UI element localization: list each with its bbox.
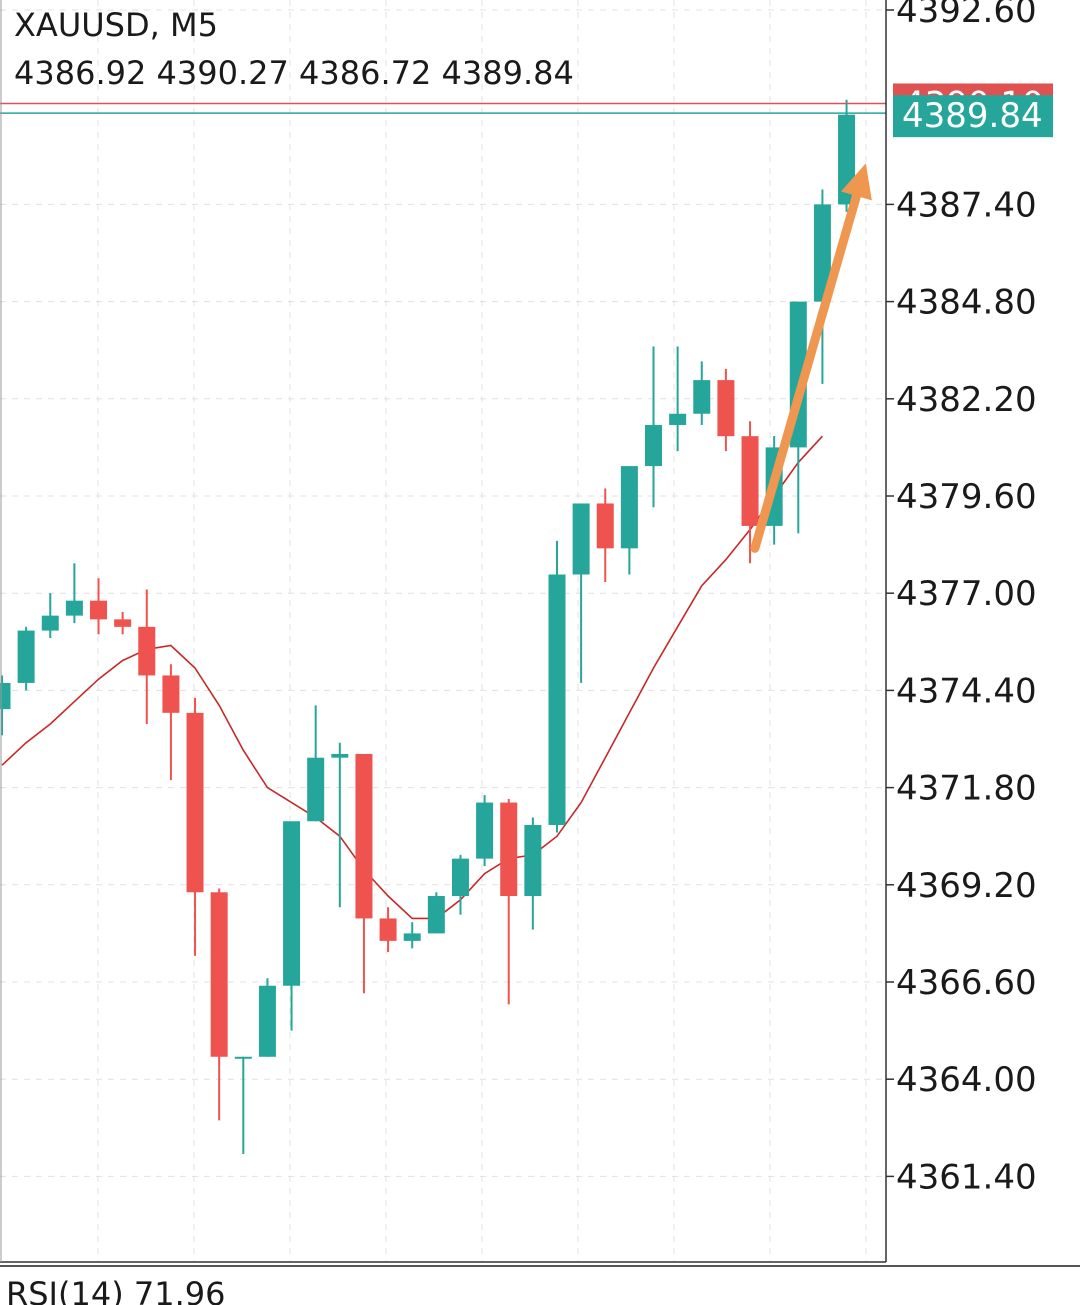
candle xyxy=(427,892,445,934)
candle-body xyxy=(65,600,83,616)
current-price-tag-label: 4389.84 xyxy=(902,96,1043,136)
y-tick-label: 4384.80 xyxy=(896,283,1037,323)
candle-body xyxy=(572,503,590,575)
candle xyxy=(90,578,108,635)
candle-body xyxy=(717,380,735,437)
candle xyxy=(693,361,711,425)
y-tick-label: 4377.00 xyxy=(896,574,1037,614)
y-tick-label: 4371.80 xyxy=(896,769,1037,809)
candle-body xyxy=(90,600,108,620)
candle xyxy=(379,907,397,953)
candle xyxy=(355,753,373,994)
candle xyxy=(596,488,614,582)
candle xyxy=(0,675,11,736)
candle xyxy=(548,540,566,833)
candle-body xyxy=(813,204,831,302)
y-tick-label: 4387.40 xyxy=(896,185,1037,225)
y-tick-label: 4366.60 xyxy=(896,963,1037,1003)
candle xyxy=(162,664,180,781)
current-price-tag xyxy=(893,95,1053,138)
candle xyxy=(65,563,83,624)
candle-body xyxy=(427,896,445,934)
candle xyxy=(813,189,831,384)
trend-arrow-shaft xyxy=(750,191,861,553)
candle-body xyxy=(210,892,228,1057)
rsi-indicator-label: RSI(14) 71.96 xyxy=(6,1275,225,1305)
candle xyxy=(234,1056,252,1154)
y-tick-label: 4364.00 xyxy=(896,1060,1037,1100)
candle-body xyxy=(186,712,204,893)
candle xyxy=(741,421,759,564)
candle xyxy=(258,978,276,1057)
candle-body xyxy=(283,821,301,986)
candle-body xyxy=(379,918,397,941)
candle xyxy=(476,795,494,867)
candle-body xyxy=(548,574,566,825)
ohlc-values-label: 4386.92 4390.27 4386.72 4389.84 xyxy=(14,54,574,92)
candle-body xyxy=(451,858,469,897)
y-tick-label: 4361.40 xyxy=(896,1157,1037,1197)
candle-body xyxy=(114,619,132,627)
candle xyxy=(717,368,735,452)
price-lines-layer xyxy=(0,102,886,114)
candle-body xyxy=(258,985,276,1057)
symbol-timeframe-label: XAUUSD, M5 xyxy=(14,6,218,44)
candle-body xyxy=(669,413,687,425)
candle-body xyxy=(162,675,180,713)
price-axis: 4392.60 4387.40 4384.80 4382.20 4379.60 4377.… xyxy=(0,0,1080,1267)
candle-body xyxy=(693,380,711,414)
candle-body xyxy=(355,753,373,919)
grid-lines xyxy=(0,0,886,1262)
y-tick-label: 4379.60 xyxy=(896,477,1037,517)
candle-body xyxy=(620,466,638,549)
candle xyxy=(283,821,301,1031)
candle xyxy=(403,922,421,949)
candle xyxy=(186,697,204,956)
candle xyxy=(114,611,132,635)
candle-body xyxy=(0,682,11,710)
candle-body xyxy=(17,630,35,683)
candle-body xyxy=(596,503,614,549)
candle xyxy=(645,346,663,508)
candle-body xyxy=(500,802,518,897)
candle xyxy=(17,626,35,691)
candle-body xyxy=(524,824,542,897)
candle xyxy=(572,503,590,683)
candle xyxy=(451,854,469,915)
y-tick-label: 4392.60 xyxy=(896,0,1037,31)
candle-body xyxy=(307,757,325,822)
candle-body xyxy=(741,436,759,526)
candle-body xyxy=(234,1056,252,1059)
candle xyxy=(331,742,349,908)
candle-body xyxy=(138,626,156,676)
candle-body xyxy=(41,615,59,631)
y-tick-label: 4382.20 xyxy=(896,380,1037,420)
candle xyxy=(41,593,59,639)
candle xyxy=(500,798,518,1005)
y-tick-label: 4369.20 xyxy=(896,866,1037,906)
moving-average-layer xyxy=(1,435,823,920)
candle-body xyxy=(476,802,494,859)
candle xyxy=(307,705,325,822)
y-tick-label: 4374.40 xyxy=(896,671,1037,711)
moving-average-line xyxy=(1,435,823,920)
candles-layer xyxy=(0,99,856,1154)
candle xyxy=(620,466,638,575)
price-tags: 4390.104389.84 xyxy=(893,83,1053,138)
trend-arrow-head xyxy=(841,163,872,201)
candle-body xyxy=(645,424,663,467)
candle-body xyxy=(331,753,349,758)
candle xyxy=(210,888,228,1121)
candle xyxy=(138,589,156,725)
candle xyxy=(524,817,542,930)
candle-body xyxy=(403,933,421,941)
trend-arrow-layer xyxy=(750,163,872,553)
candle xyxy=(669,346,687,452)
